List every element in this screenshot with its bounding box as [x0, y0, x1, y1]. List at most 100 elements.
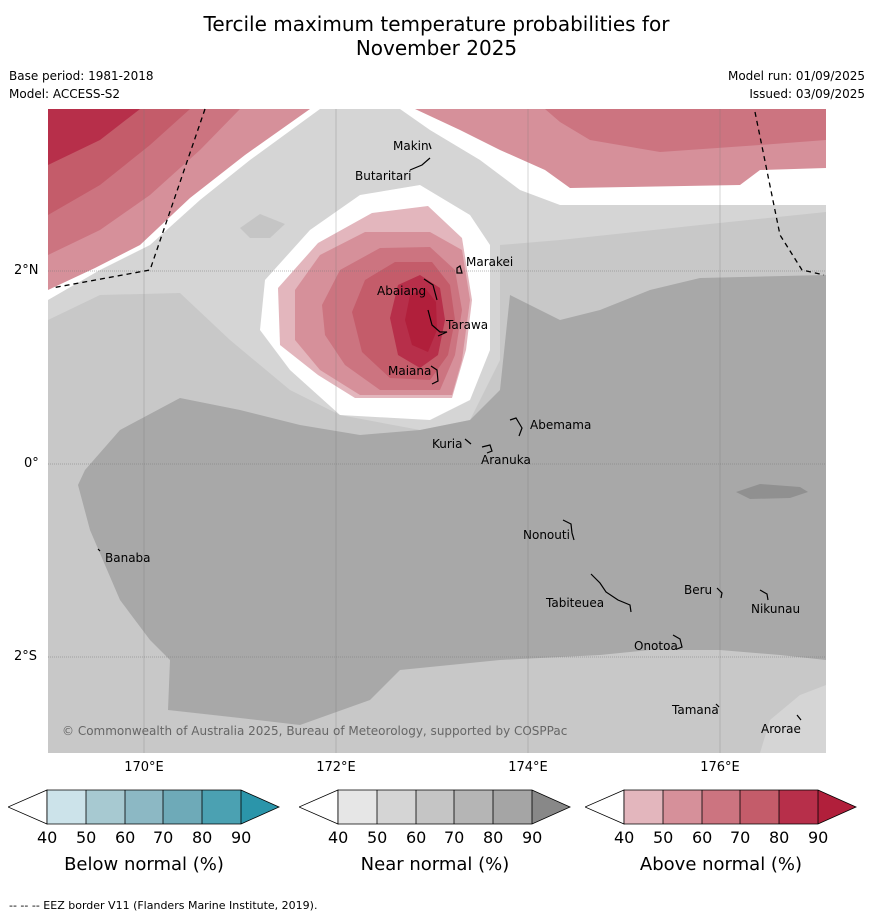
map-fill-layers: [48, 109, 826, 753]
island-onotoa: [672, 634, 683, 650]
place-label: Aranuka: [481, 453, 531, 467]
colorbar-tick: 70: [730, 828, 751, 847]
island-nonouti: [562, 519, 575, 541]
colorbar-tick: 70: [153, 828, 174, 847]
lat-label-2s: 2°S: [14, 649, 38, 664]
place-label: Tarawa: [446, 318, 489, 332]
near-normal-70-80-patch: [736, 484, 808, 499]
above-normal-northeast-50-60: [545, 109, 826, 152]
eez-border-west: [51, 108, 206, 289]
colorbar-swatch: [702, 790, 740, 824]
island-maiana: [430, 365, 439, 385]
colorbar-tick: 70: [444, 828, 465, 847]
colorbar-near-normal: [299, 789, 571, 825]
colorbar-tick: 80: [769, 828, 790, 847]
island-nikunau: [759, 589, 769, 601]
near-normal-60-70-area: [78, 275, 826, 725]
colorbar-low-arrow: [585, 789, 625, 825]
colorbar-tick: 40: [328, 828, 349, 847]
colorbar-swatch: [624, 790, 663, 824]
island-arorae: [796, 714, 802, 721]
colorbar-tick: 90: [231, 828, 252, 847]
colorbar-below-normal: [8, 789, 280, 825]
colorbar-swatch: [416, 790, 454, 824]
island-tamana: [715, 703, 720, 708]
map-title: Tercile maximum temperature probabilitie…: [0, 12, 873, 60]
colorbar-tick: 90: [522, 828, 543, 847]
lon-label-174e: 174°E: [508, 760, 548, 775]
place-label: Tamana: [672, 703, 719, 717]
colorbar-title-near: Near normal (%): [360, 854, 510, 875]
colorbar-outline: [623, 789, 857, 825]
colorbar-tick: 50: [367, 828, 388, 847]
island-marakei: [456, 265, 463, 274]
colorbar-tick: 90: [808, 828, 829, 847]
colorbar-title-below: Below normal (%): [64, 854, 224, 875]
place-label: Makin: [393, 139, 429, 153]
island-makin: [428, 142, 432, 150]
eez-borders: [51, 108, 825, 289]
colorbar-high-arrow: [241, 790, 279, 824]
base-period: Base period: 1981-2018: [9, 69, 154, 83]
lat-label-0: 0°: [24, 456, 39, 471]
place-label: Beru: [684, 583, 713, 597]
island-abaiang: [423, 278, 438, 301]
place-label: Tabiteuea: [546, 596, 605, 610]
colorbar-low-arrow: [299, 789, 339, 825]
lat-label-2n: 2°N: [14, 263, 39, 278]
island-kuria: [464, 438, 472, 445]
island-butaritari: [409, 157, 431, 171]
lon-label-172e: 172°E: [316, 760, 356, 775]
island-tarawa: [427, 309, 448, 337]
islands: [97, 142, 802, 721]
place-label: Nonouti: [523, 528, 570, 542]
colorbar-tick: 60: [115, 828, 136, 847]
colorbar-above-normal: [585, 789, 857, 825]
place-label: Abaiang: [377, 284, 427, 298]
place-label: Onotoa: [634, 639, 678, 653]
eez-border-east: [754, 111, 825, 276]
island-abemama: [509, 417, 523, 437]
meta-left: Base period: 1981-2018 Model: ACCESS-S2: [9, 67, 154, 103]
colorbar-tick: 40: [614, 828, 635, 847]
copyright-notice: © Commonwealth of Australia 2025, Bureau…: [62, 724, 568, 738]
place-label: Maiana: [388, 364, 432, 378]
colorbar-low-arrow: [8, 789, 48, 825]
place-label: Butaritari: [355, 169, 412, 183]
colorbar-swatch: [779, 790, 818, 824]
colorbar-tick: 80: [192, 828, 213, 847]
meta-right: Model run: 01/09/2025 Issued: 03/09/2025: [728, 67, 865, 103]
model-run: Model run: 01/09/2025: [727, 69, 865, 83]
colorbar-swatch: [163, 790, 202, 824]
colorbar-swatch: [47, 790, 86, 824]
colorbar-swatch: [125, 790, 163, 824]
place-label: Nikunau: [751, 602, 801, 616]
title-line-2: November 2025: [355, 36, 518, 60]
colorbar-swatch: [454, 790, 493, 824]
model-name: Model: ACCESS-S2: [9, 87, 121, 101]
colorbar-tick: 60: [406, 828, 427, 847]
colorbar-swatch: [740, 790, 779, 824]
colorbar-swatch: [377, 790, 416, 824]
island-beru: [716, 587, 723, 599]
place-label: Arorae: [761, 722, 801, 736]
above-normal-northwest-70-80: [48, 109, 140, 165]
lon-label-170e: 170°E: [124, 760, 164, 775]
near-normal-40-50-patch: [240, 214, 285, 238]
island-banaba: [97, 548, 101, 552]
place-label: Banaba: [105, 551, 151, 565]
colorbar-tick: 40: [37, 828, 58, 847]
island-tabiteuea: [590, 573, 632, 613]
island-aranuka: [481, 444, 493, 454]
place-label: Marakei: [466, 255, 514, 269]
place-label: Abemama: [530, 418, 592, 432]
colorbar-swatch: [86, 790, 125, 824]
above-normal-central-90-plus: [405, 288, 437, 352]
colorbar-title-above: Above normal (%): [639, 854, 803, 875]
grid-lines: [48, 109, 826, 753]
colorbar-tick: 50: [653, 828, 674, 847]
colorbar-high-arrow: [532, 790, 570, 824]
colorbar-swatch: [493, 790, 532, 824]
place-label: Kuria: [432, 437, 463, 451]
